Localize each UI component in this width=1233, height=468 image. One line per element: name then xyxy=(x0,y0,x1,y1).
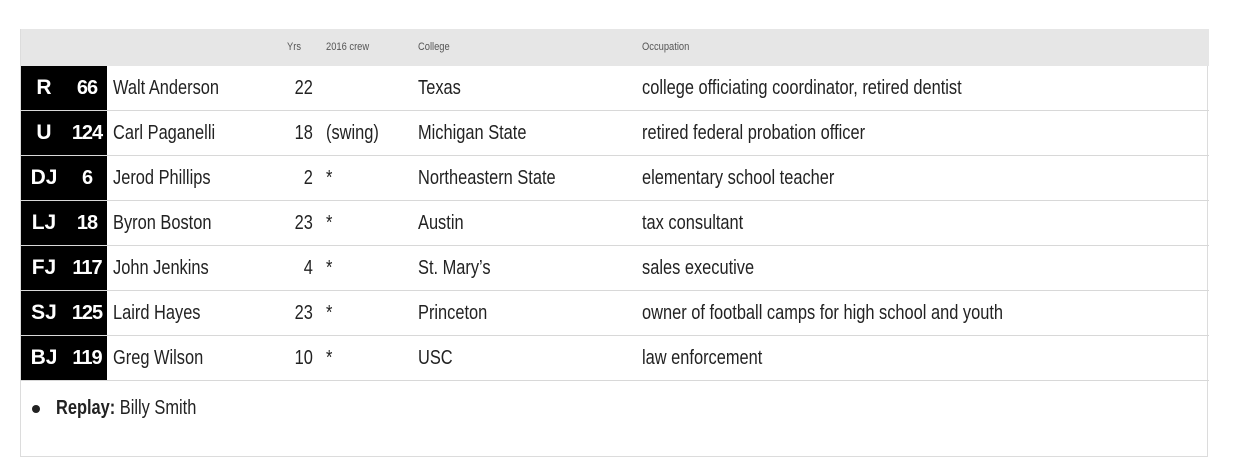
official-name: Laird Hayes xyxy=(113,302,201,324)
occupation-value: sales executive xyxy=(642,257,755,279)
table-row: DJ 6 Jerod Phillips 2 * Northeastern Sta… xyxy=(21,156,1209,201)
years-value: 18 xyxy=(294,122,313,144)
position-badge: FJ xyxy=(21,246,67,290)
replay-note: Replay: Billy Smith xyxy=(21,381,1209,457)
crew-value: * xyxy=(326,212,333,234)
table-row: R 66 Walt Anderson 22 Texas college offi… xyxy=(21,66,1209,111)
official-name: John Jenkins xyxy=(113,257,209,279)
official-name: Greg Wilson xyxy=(113,347,204,369)
college-value: Michigan State xyxy=(418,122,527,144)
number-badge: 6 xyxy=(67,156,107,200)
occupation-value: retired federal probation officer xyxy=(642,122,866,144)
number-badge: 18 xyxy=(67,201,107,245)
officials-table: Yrs 2016 crew College Occupation R 66 Wa… xyxy=(20,29,1209,457)
crew-value: * xyxy=(326,302,333,324)
replay-label: Replay: xyxy=(56,397,116,419)
position-badge: SJ xyxy=(21,291,67,335)
college-value: USC xyxy=(418,347,453,369)
crew-value: * xyxy=(326,347,333,369)
header-crew: 2016 crew xyxy=(326,41,370,53)
number-badge: 119 xyxy=(67,336,107,380)
position-badge: U xyxy=(21,111,67,155)
header-occupation: Occupation xyxy=(642,41,690,53)
years-value: 22 xyxy=(294,77,313,99)
occupation-value: owner of football camps for high school … xyxy=(642,302,1004,324)
replay-line: Replay: Billy Smith xyxy=(56,393,196,423)
college-value: Austin xyxy=(418,212,464,234)
official-name: Byron Boston xyxy=(113,212,212,234)
college-value: Northeastern State xyxy=(418,167,556,189)
number-badge: 66 xyxy=(67,66,107,110)
header-yrs: Yrs xyxy=(287,41,302,53)
official-name: Carl Paganelli xyxy=(113,122,216,144)
table-row: LJ 18 Byron Boston 23 * Austin tax consu… xyxy=(21,201,1209,246)
number-badge: 117 xyxy=(67,246,107,290)
college-value: St. Mary’s xyxy=(418,257,491,279)
bullet-icon xyxy=(32,405,40,413)
occupation-value: college officiating coordinator, retired… xyxy=(642,77,962,99)
official-name: Jerod Phillips xyxy=(113,167,211,189)
years-value: 23 xyxy=(294,302,313,324)
position-badge: BJ xyxy=(21,336,67,380)
table-row: FJ 117 John Jenkins 4 * St. Mary’s sales… xyxy=(21,246,1209,291)
years-value: 4 xyxy=(303,257,313,279)
crew-value: * xyxy=(326,257,333,279)
college-value: Texas xyxy=(418,77,461,99)
occupation-value: elementary school teacher xyxy=(642,167,835,189)
crew-value: * xyxy=(326,167,333,189)
position-badge: R xyxy=(21,66,67,110)
number-badge: 125 xyxy=(67,291,107,335)
occupation-value: tax consultant xyxy=(642,212,744,234)
position-badge: LJ xyxy=(21,201,67,245)
occupation-value: law enforcement xyxy=(642,347,763,369)
replay-official: Billy Smith xyxy=(115,397,197,419)
table-row: SJ 125 Laird Hayes 23 * Princeton owner … xyxy=(21,291,1209,336)
years-value: 2 xyxy=(303,167,313,189)
college-value: Princeton xyxy=(418,302,488,324)
table-header: Yrs 2016 crew College Occupation xyxy=(21,29,1209,66)
position-badge: DJ xyxy=(21,156,67,200)
header-college: College xyxy=(418,41,450,53)
years-value: 10 xyxy=(294,347,313,369)
number-badge: 124 xyxy=(67,111,107,155)
table-row: U 124 Carl Paganelli 18 (swing) Michigan… xyxy=(21,111,1209,156)
crew-value: (swing) xyxy=(326,122,379,144)
official-name: Walt Anderson xyxy=(113,77,220,99)
years-value: 23 xyxy=(294,212,313,234)
table-row: BJ 119 Greg Wilson 10 * USC law enforcem… xyxy=(21,336,1209,381)
